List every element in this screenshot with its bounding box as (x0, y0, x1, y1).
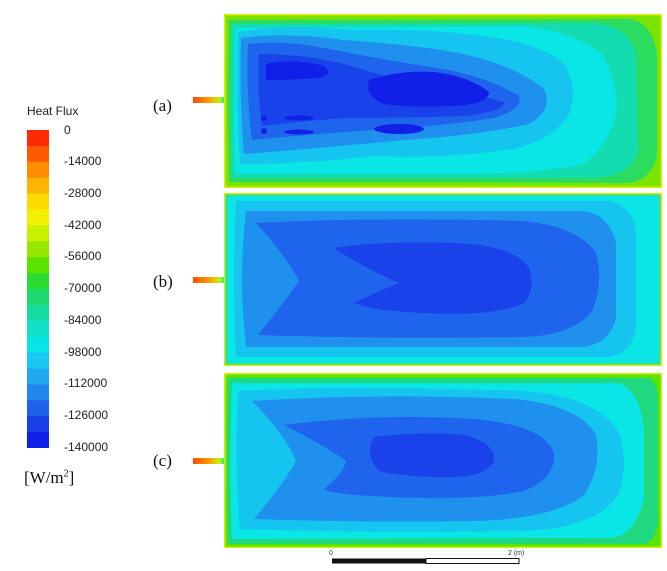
contour-panel-a (224, 14, 662, 188)
colorbar-band (27, 225, 49, 242)
colorbar-band (27, 193, 49, 210)
colorbar-band (27, 336, 49, 354)
colorbar-band (27, 130, 49, 147)
colorbar-band (27, 320, 49, 338)
tick-label: -140000 (64, 440, 109, 454)
colorbar (27, 130, 49, 448)
tick-label: -42000 (64, 218, 102, 232)
legend-title: Heat Flux (27, 104, 79, 118)
tick-label: -28000 (64, 186, 102, 200)
colorbar-band (27, 289, 49, 306)
tick-label: -84000 (64, 313, 102, 327)
colorbar-band (27, 241, 49, 258)
scale-start-label: 0 (329, 550, 333, 557)
colorbar-band (27, 273, 49, 290)
colorbar-band (27, 177, 49, 195)
colorbar-band (27, 432, 49, 448)
tick-label: 0 (64, 123, 71, 137)
inlet-nozzle-b (193, 277, 224, 283)
colorbar-band (27, 304, 49, 322)
scale-bar (332, 558, 520, 564)
colorbar-band (27, 161, 49, 179)
panel-label-c: (c) (153, 451, 172, 470)
tick-label: -56000 (64, 249, 102, 263)
panel-label-a: (a) (153, 96, 172, 115)
scale-end-label: 2 (m) (508, 550, 525, 557)
tick-label: -126000 (64, 408, 109, 422)
tick-label: -70000 (64, 281, 102, 295)
colorbar-band (27, 352, 49, 369)
colorbar-band (27, 384, 49, 401)
inlet-nozzle-a (193, 97, 224, 103)
tick-label: -98000 (64, 345, 102, 359)
colorbar-band (27, 209, 49, 226)
inlet-nozzle-c (193, 458, 224, 464)
unit-label: [W/m2] (24, 468, 75, 487)
contour-panel-c (224, 373, 662, 548)
contour-panel-b (224, 193, 662, 366)
tick-label: -14000 (64, 154, 102, 168)
colorbar-band (27, 145, 49, 163)
tick-label: -112000 (64, 376, 108, 390)
colorbar-band (27, 400, 49, 417)
panel-label-b: (b) (153, 272, 173, 291)
colorbar-band (27, 257, 49, 274)
colorbar-band (27, 416, 49, 433)
colorbar-band (27, 368, 49, 385)
